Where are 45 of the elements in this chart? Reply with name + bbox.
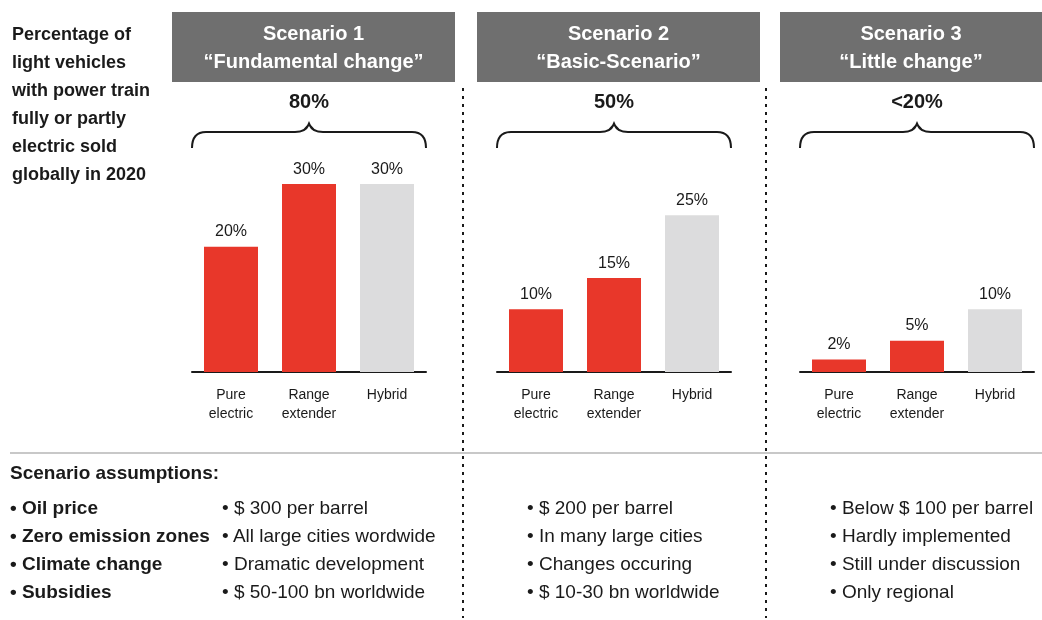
x-tick-label: Pure electric	[513, 385, 559, 421]
text: • In many large cities	[527, 524, 704, 548]
chart-title: Scenario 1	[261, 21, 366, 46]
chart-title: Scenario 3	[859, 21, 963, 46]
data-label: 25%	[675, 190, 709, 208]
x-tick-label: Range extender	[586, 385, 642, 421]
text: Scenario assumptions:	[10, 461, 220, 485]
text: • Still under discussion	[830, 552, 1022, 576]
chart-subtitle: “Fundamental change”	[202, 49, 425, 74]
text: • Subsidies	[10, 580, 113, 604]
x-tick-label: Range extender	[281, 385, 337, 421]
chart-title: Scenario 2	[566, 21, 671, 46]
text: • $ 50-100 bn worldwide	[222, 580, 427, 604]
text: <20%	[890, 90, 944, 113]
text: • Below $ 100 per barrel	[830, 496, 1034, 520]
data-label: 20%	[214, 222, 248, 240]
data-label: 2%	[827, 334, 851, 352]
text: • $ 10-30 bn worldwide	[527, 580, 720, 604]
x-tick-label: Hybrid	[366, 385, 408, 402]
text: • Hardly implemented	[830, 524, 1012, 548]
data-label: 5%	[905, 316, 929, 334]
text: • Dramatic development	[222, 552, 425, 576]
text: 50%	[593, 90, 635, 113]
data-label: 30%	[292, 159, 326, 177]
data-label: 15%	[597, 253, 631, 271]
x-tick-label: Range extender	[889, 385, 945, 421]
text: • Oil price	[10, 496, 99, 520]
data-label: 10%	[519, 284, 553, 302]
text: • $ 300 per barrel	[222, 496, 370, 520]
text: 80%	[288, 90, 330, 113]
text: • Only regional	[830, 580, 955, 604]
x-tick-label: Hybrid	[974, 385, 1016, 402]
x-tick-label: Pure electric	[208, 385, 254, 421]
text: • Climate change	[10, 552, 164, 576]
chart-subtitle: “Little change”	[838, 49, 984, 74]
text: • All large cities wordwide	[222, 524, 436, 548]
text: • $ 200 per barrel	[527, 496, 675, 520]
x-tick-label: Pure electric	[816, 385, 862, 421]
data-label: 10%	[978, 284, 1012, 302]
x-tick-label: Hybrid	[671, 385, 713, 402]
text: • Changes occuring	[527, 552, 694, 576]
y-axis-title: Percentage of light vehicles with power train fully or partly electric sold globally in 2020	[12, 23, 151, 186]
text: • Zero emission zones	[10, 524, 211, 548]
data-label: 30%	[370, 159, 404, 177]
chart-subtitle: “Basic-Scenario”	[535, 49, 702, 74]
